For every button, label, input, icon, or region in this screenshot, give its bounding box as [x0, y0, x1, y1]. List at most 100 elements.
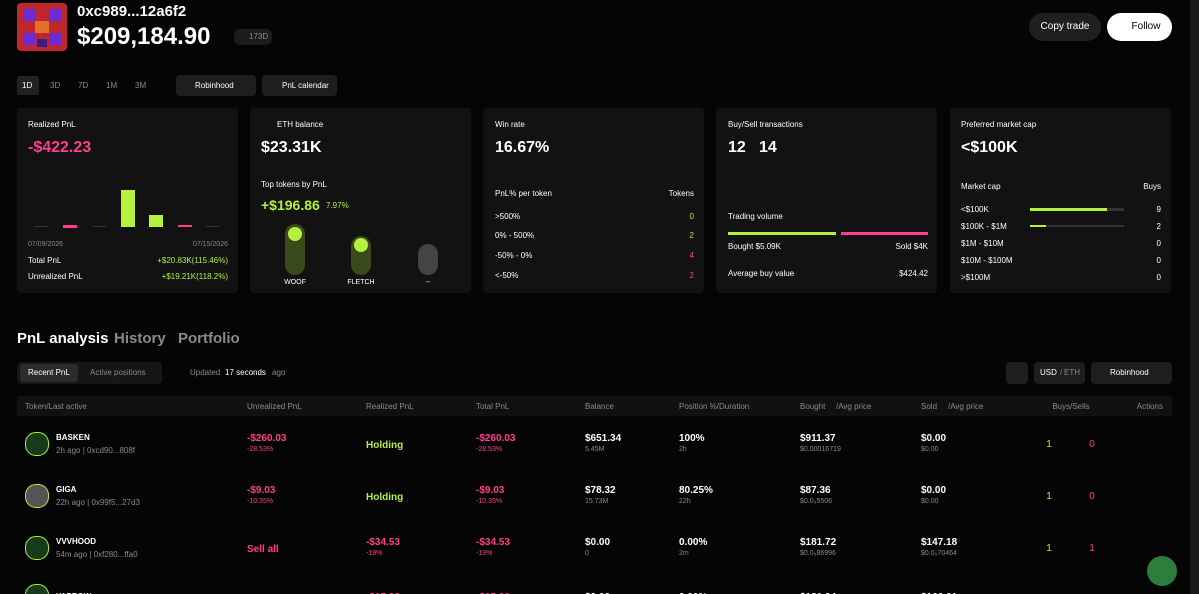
mcap-count: 0: [1156, 273, 1161, 282]
currency-toggle[interactable]: [1034, 362, 1085, 384]
range-count: 0: [689, 212, 694, 221]
column-header[interactable]: /Avg price: [836, 402, 872, 411]
chain-label[interactable]: Robinhood: [1110, 368, 1149, 377]
sell-count: 14: [759, 139, 777, 156]
column-header[interactable]: Position %/Duration: [679, 402, 750, 411]
timeframe[interactable]: 3M: [135, 81, 147, 90]
cell-sub: 2h ago | 0xcd90...808f: [56, 446, 136, 455]
table-header: [17, 396, 1172, 416]
copy-trade-label[interactable]: Copy trade: [1040, 21, 1090, 32]
card-label: ETH balance: [277, 120, 324, 129]
top-token-pct: 7.97%: [326, 201, 349, 210]
mcap-card: [950, 108, 1171, 293]
cell-main: Holding: [366, 492, 404, 503]
pnl-calendar-label[interactable]: PnL calendar: [282, 81, 329, 90]
currency-usd[interactable]: USD: [1040, 368, 1057, 377]
date-start: 07/09/2026: [28, 241, 64, 248]
mcap-range: >$100M: [961, 273, 991, 282]
cell-main: $87.36: [800, 485, 831, 496]
column-header[interactable]: Balance: [585, 402, 614, 411]
tab[interactable]: PnL analysis: [17, 330, 109, 347]
cell-main: -$34.53: [476, 537, 510, 548]
range-label: >500%: [495, 212, 521, 221]
subtab[interactable]: Active positions: [90, 368, 146, 377]
copy-trade-button[interactable]: [1029, 13, 1101, 41]
subtab[interactable]: Recent PnL: [28, 368, 70, 377]
cell-main: $0.00: [921, 433, 947, 444]
sells-count: 0: [1089, 491, 1095, 502]
cell-sub: 2m: [679, 550, 689, 557]
cell-main: $181.94: [800, 592, 836, 594]
support-button[interactable]: [1147, 556, 1177, 586]
realized-value: -$422.23: [28, 139, 92, 156]
cell-main: $651.34: [585, 433, 622, 444]
tab[interactable]: History: [114, 330, 166, 347]
avatar: [17, 3, 67, 51]
cell-main: $147.18: [921, 537, 958, 548]
column-header[interactable]: /Avg price: [948, 402, 984, 411]
mcap-range: $100K - $1M: [961, 222, 1007, 231]
wallet-balance: $209,184.90: [77, 23, 211, 50]
cell-main: BASKEN: [56, 433, 90, 442]
card-label: Top tokens by PnL: [261, 180, 327, 189]
cell-main: -$9.03: [476, 485, 505, 496]
section-label: Tokens: [668, 189, 694, 198]
card-label: Win rate: [495, 120, 525, 129]
cell-sub: 22h ago | 0x99f5...27d3: [56, 498, 140, 507]
cell-main: 0.00%: [679, 537, 708, 548]
currency-sep: /: [1060, 368, 1063, 377]
cell-sub: 0: [585, 550, 589, 557]
cell-main[interactable]: Sell all: [247, 544, 279, 555]
token-name: WOOF: [284, 279, 306, 286]
section-label: PnL% per token: [495, 189, 552, 198]
column-header[interactable]: Sold: [921, 402, 938, 411]
cell-main: $911.37: [800, 433, 836, 444]
column-header[interactable]: Total PnL: [476, 402, 510, 411]
cell-main: Holding: [366, 440, 404, 451]
token-icon: [25, 536, 49, 560]
follow-button[interactable]: [1107, 13, 1172, 41]
scrollbar: [1190, 0, 1199, 594]
mcap-count: 2: [1156, 222, 1161, 231]
card-label: Preferred market cap: [961, 120, 1037, 129]
follow-label[interactable]: Follow: [1131, 21, 1161, 32]
buys-count: 1: [1046, 491, 1052, 502]
timeframe[interactable]: 1D: [22, 81, 33, 90]
section-label: Market cap: [961, 182, 1001, 191]
currency-eth[interactable]: ETH: [1064, 368, 1080, 377]
column-header[interactable]: Unrealized PnL: [247, 402, 302, 411]
volume-bar: [728, 232, 928, 235]
mcap-value: <$100K: [961, 139, 1018, 156]
column-header[interactable]: Buys/Sells: [1052, 402, 1090, 411]
cell-main: -$260.03: [476, 433, 516, 444]
column-header[interactable]: Bought: [800, 402, 826, 411]
buy-count: 12: [728, 139, 746, 156]
chain-select[interactable]: [176, 75, 256, 96]
stat-value: $424.42: [899, 269, 928, 278]
token-pills: [285, 224, 438, 275]
subtab-active[interactable]: [20, 364, 78, 382]
cell-main: $0.00: [585, 537, 611, 548]
column-header[interactable]: Realized PnL: [366, 402, 414, 411]
timeframe[interactable]: 1M: [106, 81, 118, 90]
timeframe[interactable]: 7D: [78, 81, 89, 90]
column-header[interactable]: Token/Last active: [25, 402, 87, 411]
section-label: Trading volume: [728, 212, 783, 221]
cell-main: $78.32: [585, 485, 616, 496]
chain-select-2[interactable]: [1091, 362, 1172, 384]
chain-label[interactable]: Robinhood: [195, 81, 234, 90]
filter-button[interactable]: [1006, 362, 1028, 384]
mcap-count: 0: [1156, 239, 1161, 248]
buys-count: 1: [1046, 439, 1052, 450]
pnl-calendar-button[interactable]: [262, 75, 337, 96]
column-header[interactable]: Actions: [1136, 402, 1163, 411]
cell-main: -$34.53: [366, 537, 400, 548]
cell-main: 0.00%: [679, 592, 707, 594]
range-count: 2: [689, 271, 694, 280]
tab[interactable]: Portfolio: [178, 330, 240, 347]
mini-bars: [34, 190, 220, 228]
cell-main: YAPROW: [56, 592, 91, 594]
timeframe[interactable]: 3D: [50, 81, 61, 90]
mcap-range: $10M - $100M: [961, 256, 1013, 265]
cell-sub: 54m ago | 0xf280...ffa0: [56, 550, 138, 559]
